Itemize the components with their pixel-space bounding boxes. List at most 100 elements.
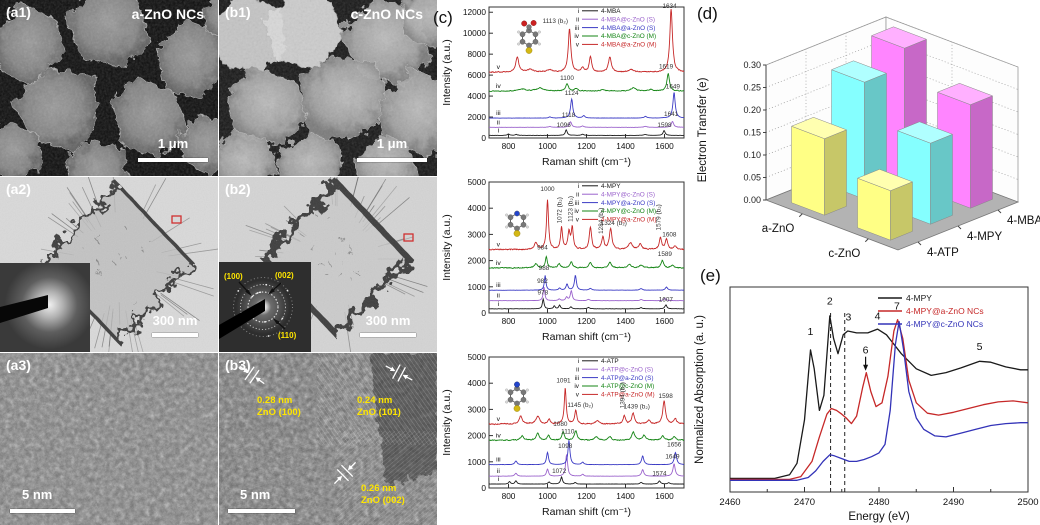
svg-text:6000: 6000 (468, 70, 487, 80)
curve-i (489, 297, 685, 310)
scalebar (228, 509, 295, 513)
peak-label-5: 5 (977, 341, 983, 353)
y-axis-label: Intensity (a.u.) (441, 39, 453, 106)
svg-text:2490: 2490 (943, 497, 964, 508)
svg-text:800: 800 (502, 141, 516, 151)
svg-text:1324 (b₂): 1324 (b₂) (601, 220, 627, 227)
plot-area (488, 356, 685, 489)
curve-ii (488, 454, 684, 477)
svg-text:0: 0 (481, 308, 486, 318)
scalebar-text: 1 μm (376, 136, 408, 151)
panel-a3-hrtem-image: (a3) 5 nm (0, 353, 218, 525)
svg-text:i: i (578, 358, 579, 365)
svg-text:984: 984 (537, 245, 548, 252)
svg-text:1649: 1649 (666, 84, 681, 91)
sem-texture-a1 (0, 0, 218, 176)
curve-v (488, 387, 684, 426)
svg-text:1072 (b₂): 1072 (b₂) (557, 197, 564, 223)
svg-text:1200: 1200 (577, 491, 596, 501)
svg-text:1000: 1000 (468, 457, 487, 467)
svg-text:1000: 1000 (540, 186, 555, 193)
curve-i (489, 475, 684, 485)
hrtem-texture-a3 (0, 353, 218, 525)
svg-text:2000: 2000 (468, 256, 487, 266)
legend-entry: 4-MPY@a-ZnO (S) (601, 200, 655, 207)
curve-v (488, 199, 685, 251)
svg-text:1110: 1110 (561, 429, 575, 436)
svg-text:1439 (b₂): 1439 (b₂) (624, 403, 650, 410)
svg-text:1124: 1124 (565, 90, 579, 97)
svg-text:1096: 1096 (557, 122, 572, 129)
svg-text:2470: 2470 (794, 497, 815, 508)
svg-text:2460: 2460 (719, 497, 740, 508)
legend-entry: 4-MBA (601, 8, 621, 15)
svg-text:v: v (576, 217, 580, 224)
series-label: 4-MPY (967, 231, 1002, 243)
legend-entry: 4-ATP@c-ZnO (M) (601, 383, 654, 390)
svg-text:1589: 1589 (658, 251, 673, 258)
curve-iv (488, 73, 685, 93)
bar-c-ZnO-4-ATP (856, 169, 914, 241)
scalebar-text: 1 μm (157, 136, 189, 151)
curve-v (489, 8, 685, 74)
saed-ring-label-100: (100) (224, 272, 243, 281)
scalebar-text: 5 nm (240, 487, 271, 502)
panel-label: (a3) (6, 357, 31, 373)
curve-iv (488, 255, 685, 269)
x-axis-label: Energy (eV) (848, 511, 910, 523)
svg-text:4000: 4000 (468, 91, 487, 101)
raman-chart-4-mba: 800 1000 1200 1400 1600 0 2000 4000 6000 8000 1000… (437, 0, 690, 175)
bar3d-chart: 0.00 0.05 0.10 0.15 0.20 0.25 0.30 Electron Tra… (697, 16, 1040, 260)
scalebar (10, 509, 75, 513)
svg-text:1145 (b₂): 1145 (b₂) (567, 402, 593, 409)
svg-text:1118: 1118 (562, 112, 576, 119)
y-axis-label: Intensity (a.u.) (441, 389, 453, 456)
curve-ii (489, 120, 684, 128)
peak-label-7: 7 (894, 300, 900, 312)
svg-text:0.10: 0.10 (743, 150, 761, 160)
curve-iii (488, 92, 684, 119)
svg-text:0.25: 0.25 (743, 83, 761, 93)
svg-text:1607: 1607 (659, 296, 674, 303)
lattice-annotation-100: 0.28 nm ZnO (100) (257, 395, 301, 419)
svg-text:ii: ii (497, 293, 501, 300)
sample-title: a-ZnO NCs (131, 6, 204, 22)
peak-label-2: 2 (827, 296, 833, 308)
series-label: 4-ATP (927, 247, 959, 259)
peak-label-1: 1 (808, 326, 814, 338)
panel-label: (b3) (225, 357, 251, 373)
tem-texture-a2 (0, 177, 218, 352)
panel-label: (a1) (6, 4, 31, 20)
svg-text:0.30: 0.30 (743, 60, 761, 70)
lattice-plane: ZnO (100) (257, 407, 301, 418)
svg-text:iii: iii (575, 25, 579, 32)
svg-text:iv: iv (496, 83, 502, 90)
panel-label: (b2) (225, 181, 251, 197)
sem-texture-b1 (219, 0, 437, 176)
svg-text:0.15: 0.15 (743, 128, 761, 138)
legend-entry: 4-ATP@a-ZnO (S) (601, 375, 654, 382)
svg-text:1634: 1634 (662, 3, 677, 10)
svg-text:4000: 4000 (468, 203, 487, 213)
svg-text:iii: iii (496, 110, 501, 117)
curve-i (488, 128, 685, 136)
bar-a-ZnO-4-ATP (790, 117, 848, 216)
svg-text:iii: iii (496, 457, 501, 464)
scalebar (138, 158, 208, 162)
series-label: 4-MBA (1007, 215, 1040, 227)
svg-text:1600: 1600 (655, 316, 674, 326)
svg-text:12000: 12000 (463, 7, 486, 17)
svg-text:i: i (498, 127, 500, 134)
svg-text:iv: iv (496, 432, 502, 439)
legend-entry: 4-ATP@a-ZnO (M) (601, 392, 655, 399)
lattice-annotation-101: 0.24 nm ZnO (101) (357, 395, 401, 419)
z-axis-label: Electron Transfer (e) (697, 77, 709, 182)
lattice-spacing: 0.26 nm (361, 483, 397, 494)
scalebar (360, 333, 416, 337)
svg-text:800: 800 (502, 491, 516, 501)
peak-label-3: 3 (846, 312, 852, 324)
svg-text:988: 988 (539, 265, 550, 272)
svg-text:10000: 10000 (463, 28, 486, 38)
row-label: c-ZnO (828, 248, 860, 260)
panel-label: (a2) (6, 181, 31, 197)
